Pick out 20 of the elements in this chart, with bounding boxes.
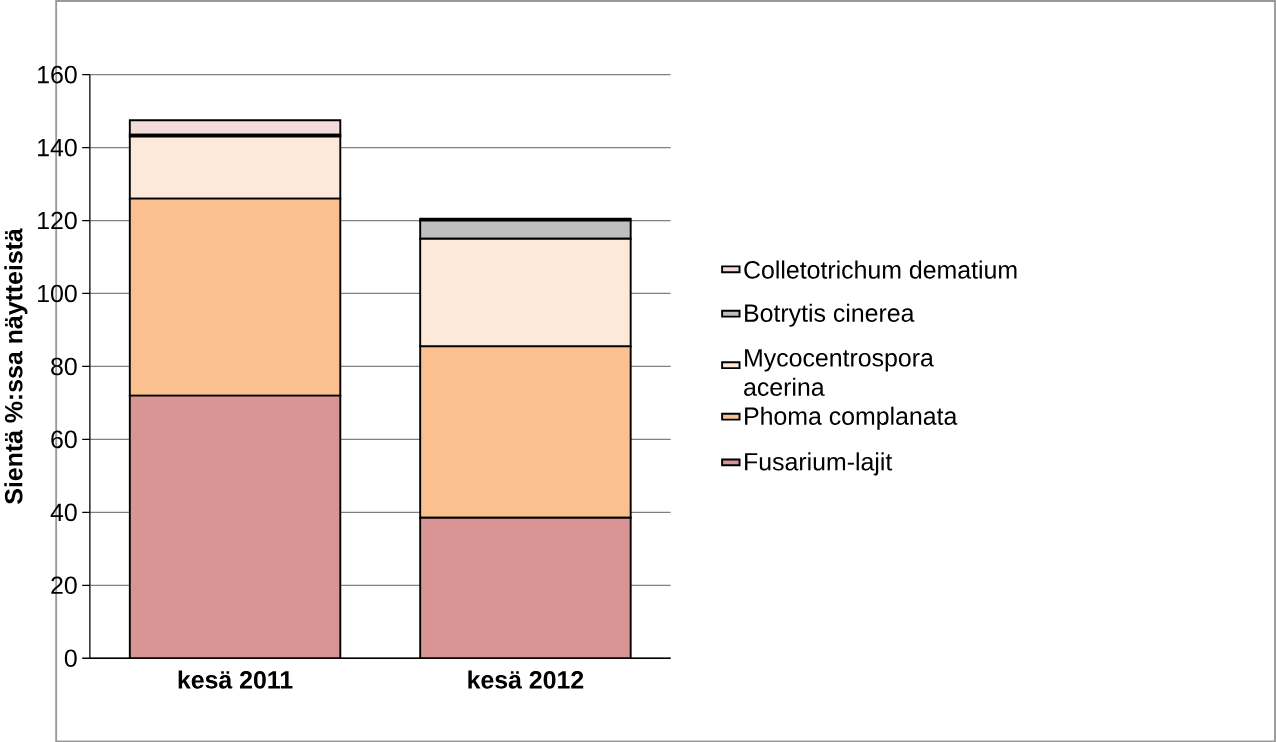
y-tick-label: 80 <box>51 357 77 376</box>
x-tick-label: kesä 2012 <box>468 670 584 689</box>
bar <box>128 394 342 659</box>
bar <box>419 516 632 659</box>
y-tick-label: 40 <box>50 503 77 521</box>
y-tick-label: 0 <box>64 649 77 667</box>
legend-label: Colletotrichum dematium <box>744 260 1017 279</box>
y-tick-label: 100 <box>38 284 77 303</box>
y-tick-label: 120 <box>38 211 77 230</box>
y-tick-label: 160 <box>38 65 77 84</box>
legend-label: Mycocentrospora acerina <box>744 349 934 396</box>
y-tick-label: 140 <box>38 138 77 157</box>
bar <box>128 119 342 136</box>
x-tick-label: kesä 2011 <box>178 670 293 689</box>
legend-label: Botrytis cinerea <box>745 303 915 327</box>
legend-label: Phoma complanata <box>745 406 958 430</box>
legend-label: Fusarium-lajit <box>745 452 893 476</box>
y-tick-label: 60 <box>51 430 77 448</box>
y-axis-title: Sientä %:ssa näytteistä <box>4 227 28 504</box>
y-tick-label: 20 <box>51 576 77 594</box>
